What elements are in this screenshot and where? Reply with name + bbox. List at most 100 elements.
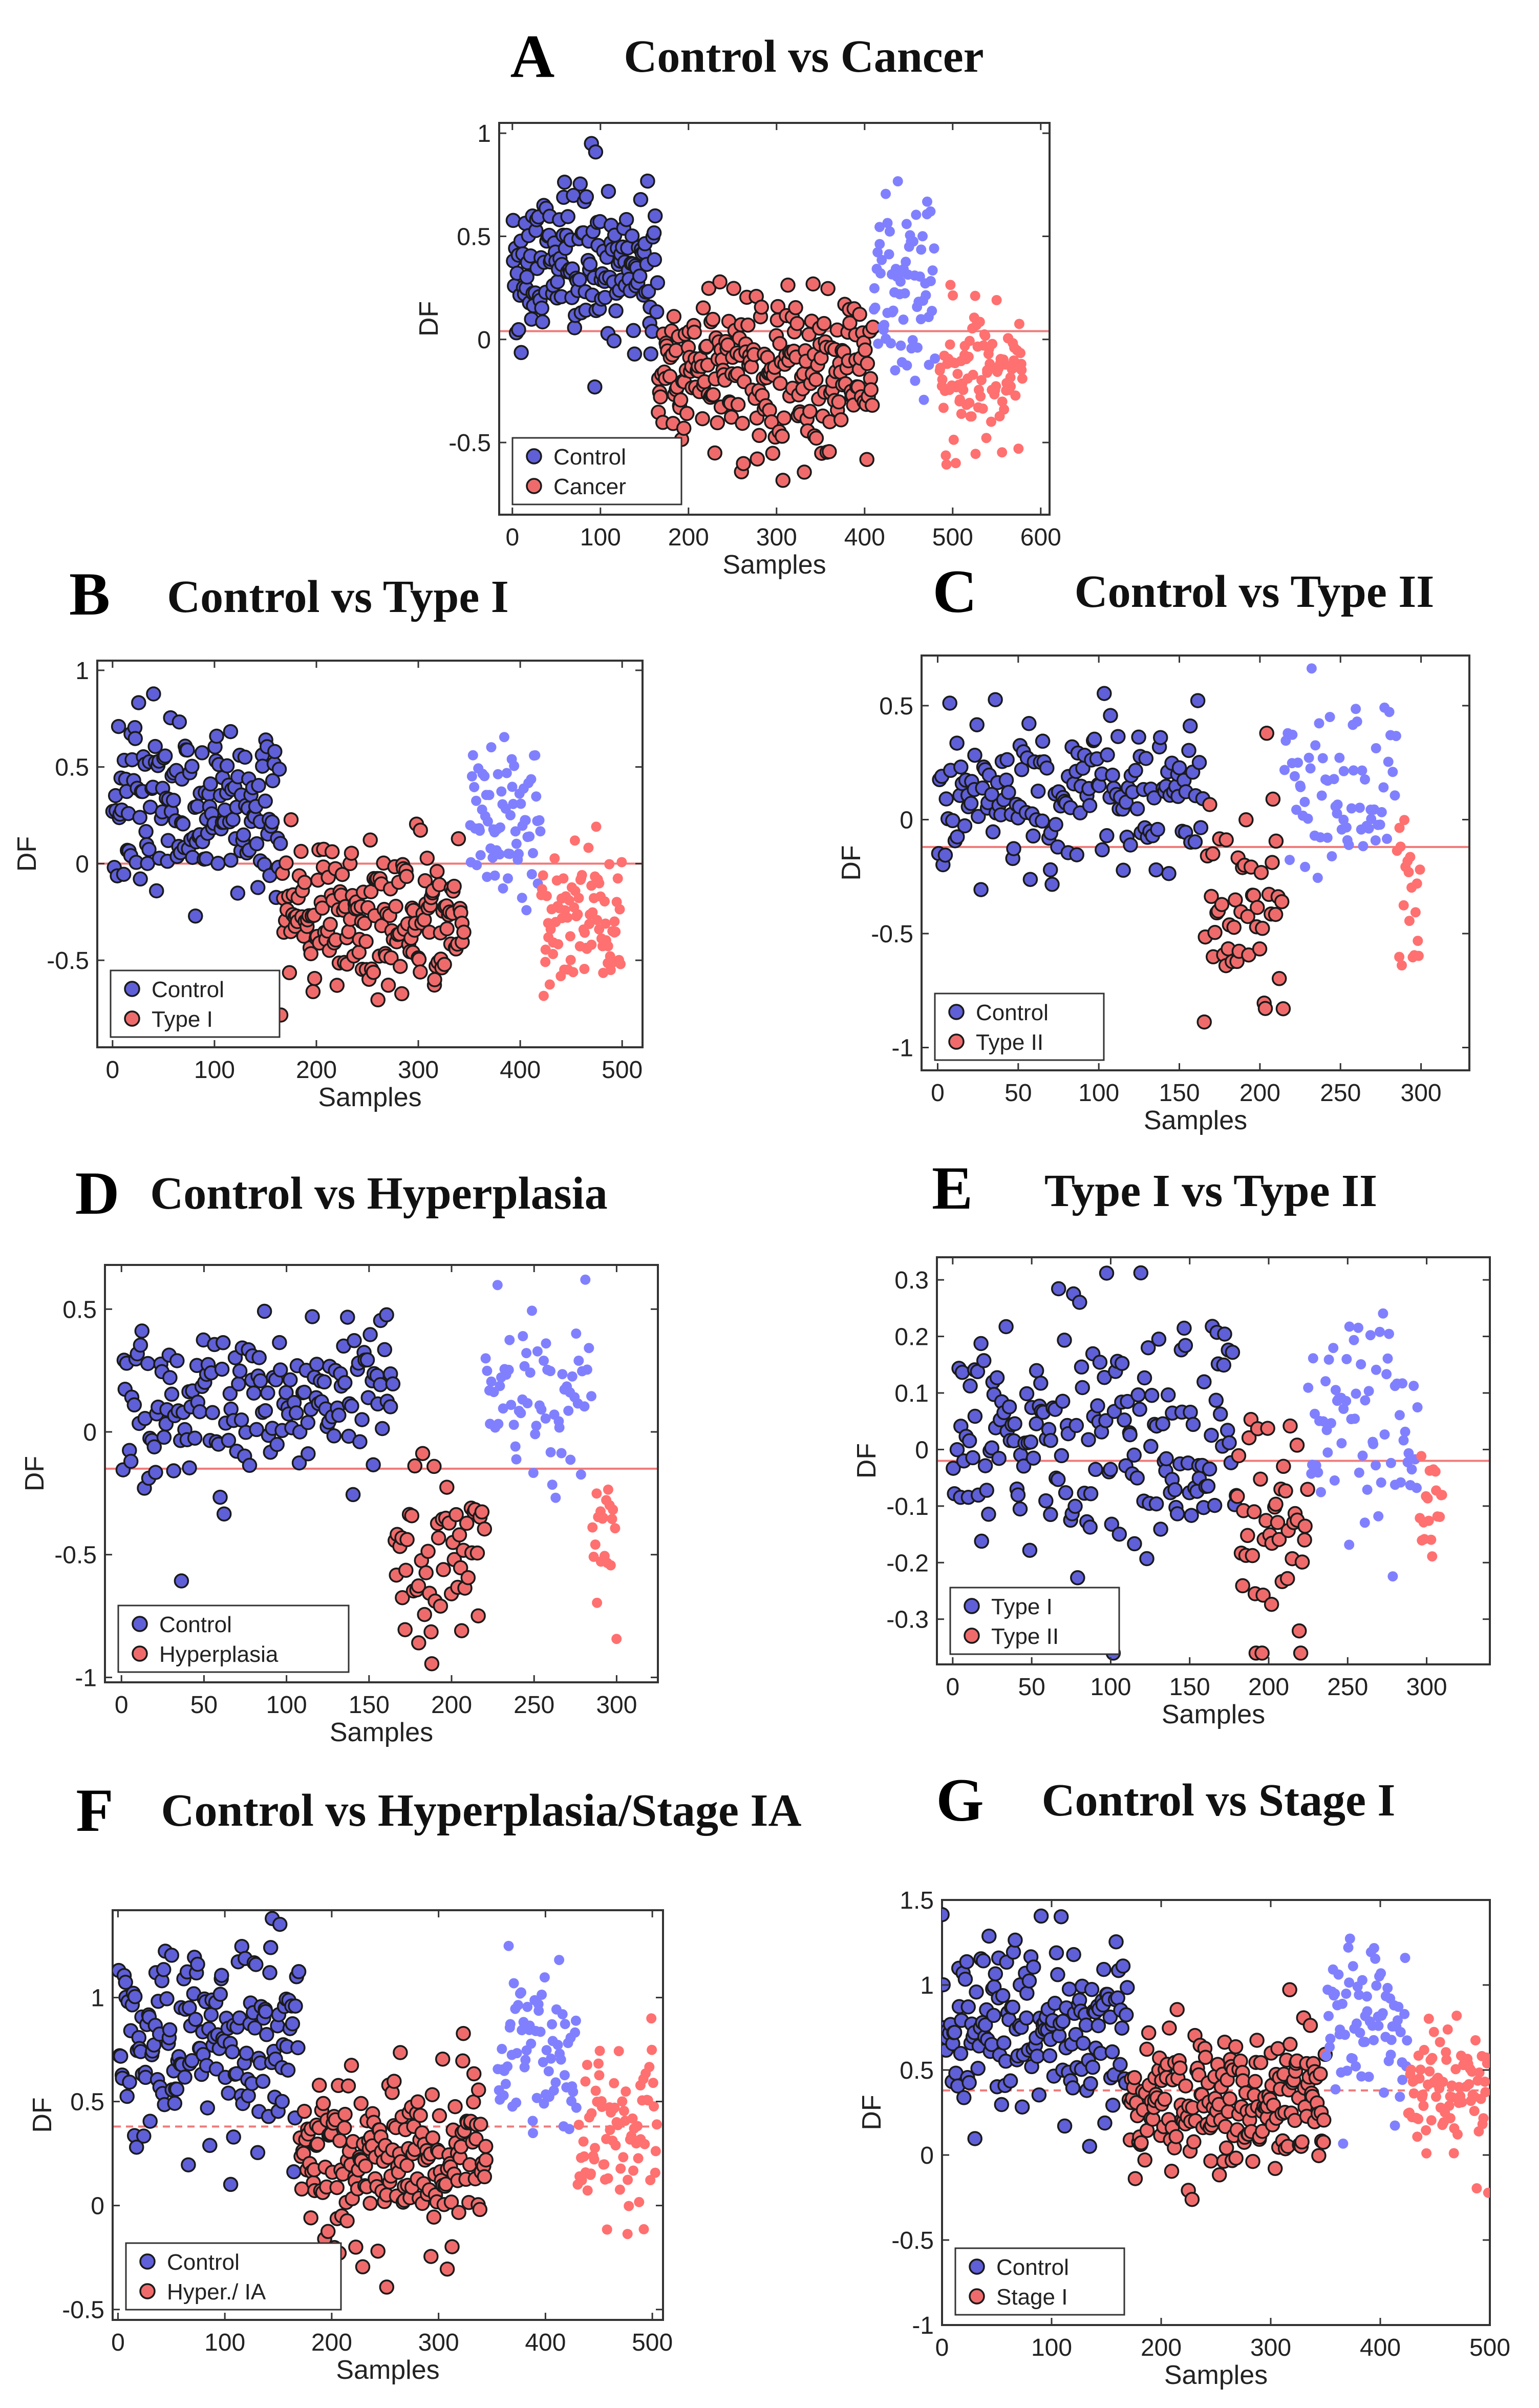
x-tick-label: 250: [1327, 1674, 1368, 1701]
point-control-test: [922, 196, 932, 207]
point-control-test: [1352, 716, 1362, 727]
point-control-train: [1171, 760, 1187, 775]
point-case-train: [393, 959, 408, 974]
point-control-test: [466, 771, 477, 781]
point-control-train: [1057, 1333, 1072, 1348]
point-case-train: [358, 934, 374, 949]
point-control-test: [1317, 753, 1328, 764]
point-case-train: [706, 387, 721, 403]
point-control-train: [200, 2100, 216, 2116]
point-case-train: [788, 300, 803, 315]
y-tick-label: 0.2: [894, 1324, 929, 1351]
point-control-test: [1348, 1961, 1358, 1972]
point-control-train: [1222, 1435, 1237, 1450]
point-control-test: [890, 365, 901, 376]
point-control-train: [1185, 1417, 1201, 1432]
x-tick-label: 300: [418, 2329, 459, 2356]
point-control-train: [123, 1453, 139, 1469]
point-control-test: [1363, 1386, 1374, 1397]
point-case-train: [407, 1458, 423, 1474]
point-case-train: [1293, 1645, 1309, 1661]
point-case-train: [695, 411, 710, 427]
point-case-train: [1205, 846, 1221, 862]
point-control-train: [362, 1327, 378, 1342]
point-case-test: [1397, 960, 1407, 970]
point-control-train: [250, 880, 266, 895]
point-control-test: [1323, 2011, 1334, 2021]
point-control-test: [517, 2025, 527, 2036]
point-control-train: [212, 1489, 228, 1505]
point-control-train: [1150, 821, 1165, 837]
point-control-test: [1371, 1460, 1381, 1471]
point-control-test: [475, 826, 485, 836]
point-control-train: [1083, 1486, 1099, 1502]
point-case-train: [1172, 2060, 1188, 2076]
point-control-train: [309, 1357, 325, 1372]
point-case-test: [964, 335, 975, 346]
scatter-points: [942, 1907, 1490, 2207]
y-tick-label: 0: [920, 2142, 934, 2169]
point-case-test: [1405, 852, 1416, 862]
point-case-test: [1417, 2089, 1428, 2100]
point-control-train: [301, 1446, 316, 1462]
point-control-test: [539, 1356, 549, 1366]
point-case-test: [1480, 2087, 1490, 2098]
point-case-test: [584, 919, 594, 930]
point-control-test: [543, 2066, 554, 2077]
point-control-train: [283, 1372, 298, 1388]
point-control-train: [1022, 872, 1038, 887]
point-control-test: [497, 2043, 507, 2054]
point-case-test: [644, 2062, 655, 2073]
point-control-test: [1338, 2138, 1349, 2149]
point-case-train: [370, 2243, 386, 2259]
point-case-train: [415, 1446, 431, 1461]
point-case-train: [307, 970, 323, 986]
point-control-train: [647, 208, 663, 224]
point-case-test: [938, 403, 949, 413]
point-case-train: [362, 832, 378, 848]
point-control-train: [292, 1424, 308, 1440]
point-control-test: [1334, 752, 1345, 763]
point-control-train: [1118, 2007, 1134, 2023]
point-case-test: [583, 842, 594, 853]
point-case-train: [1247, 2074, 1263, 2089]
point-case-test: [1426, 1534, 1437, 1545]
x-tick-label: 0: [111, 2329, 125, 2356]
point-case-train: [1279, 1571, 1295, 1587]
point-case-test: [589, 2154, 600, 2165]
point-control-train: [572, 272, 587, 287]
point-control-test: [541, 2045, 552, 2056]
point-case-train: [1203, 2153, 1219, 2169]
point-case-train: [1316, 2135, 1331, 2150]
y-tick-label: 0: [915, 1437, 929, 1464]
point-control-train: [1110, 729, 1126, 744]
point-case-train: [1228, 2150, 1244, 2166]
point-control-test: [1325, 2033, 1336, 2044]
point-control-train: [588, 144, 604, 160]
point-control-train: [633, 192, 649, 207]
point-control-train: [567, 320, 583, 335]
point-control-train: [129, 2139, 144, 2155]
point-case-test: [576, 870, 587, 880]
point-control-test: [552, 2040, 563, 2050]
point-case-train: [1250, 900, 1265, 915]
point-control-test: [1302, 813, 1313, 824]
point-control-train: [272, 836, 288, 851]
point-case-train: [859, 452, 874, 467]
point-control-train: [970, 1364, 986, 1380]
point-control-train: [1129, 801, 1145, 816]
point-case-test: [615, 2163, 626, 2174]
point-case-test: [614, 2184, 625, 2195]
point-case-test: [1413, 936, 1423, 946]
point-case-test: [1395, 841, 1406, 852]
point-control-train: [190, 1956, 205, 1972]
point-control-test: [1313, 1467, 1323, 1478]
legend-label: Control: [976, 1000, 1049, 1025]
point-case-train: [411, 1578, 426, 1594]
x-tick-label: 500: [632, 2329, 673, 2356]
point-control-test: [531, 1421, 542, 1431]
point-control-test: [1287, 729, 1298, 740]
point-control-test: [521, 1348, 532, 1359]
point-control-test: [1359, 1517, 1370, 1528]
point-case-train: [1270, 1515, 1286, 1530]
